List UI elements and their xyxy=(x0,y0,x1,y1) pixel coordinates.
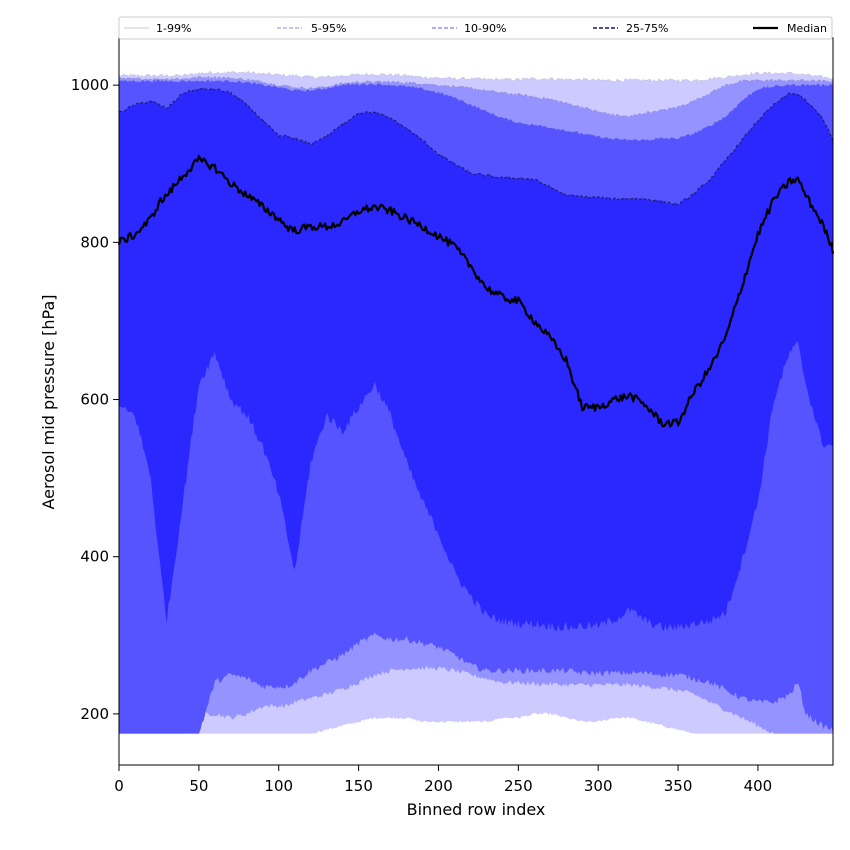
x-tick-label: 400 xyxy=(744,777,773,795)
legend-item-1-99%: 1-99% xyxy=(124,22,191,35)
band-25-75% xyxy=(119,88,833,632)
x-axis-label: Binned row index xyxy=(407,800,546,819)
x-tick-label: 350 xyxy=(664,777,693,795)
y-tick-label: 800 xyxy=(80,233,109,251)
band-upper-line-1-99% xyxy=(118,70,834,83)
legend-label: 1-99% xyxy=(156,22,191,35)
legend-item-Median: Median xyxy=(753,22,827,35)
x-tick-label: 50 xyxy=(189,777,208,795)
legend: 1-99% 5-95% 10-90% 25-75% Median xyxy=(118,16,833,40)
legend-label: Median xyxy=(787,22,827,35)
x-tick-label: 100 xyxy=(264,777,293,795)
series-bands xyxy=(118,70,834,734)
band-upper-line-10-90% xyxy=(118,79,834,142)
x-tick-label: 0 xyxy=(114,777,124,795)
y-tick-label: 400 xyxy=(80,548,109,566)
y-axis: 200 400 600 800 1000 xyxy=(71,76,119,723)
x-tick-label: 300 xyxy=(584,777,613,795)
legend-label: 10-90% xyxy=(464,22,506,35)
median-line xyxy=(117,154,835,428)
band-upper-line-5-95% xyxy=(118,75,834,118)
x-tick-label: 200 xyxy=(424,777,453,795)
y-tick-label: 200 xyxy=(80,705,109,723)
x-tick-label: 250 xyxy=(504,777,533,795)
legend-label: 5-95% xyxy=(311,22,346,35)
legend-item-25-75%: 25-75% xyxy=(593,22,668,35)
y-axis-label: Aerosol mid pressure [hPa] xyxy=(39,294,58,509)
median-layer xyxy=(117,154,835,428)
band-upper-line-25-75% xyxy=(118,87,834,206)
legend-label: 25-75% xyxy=(626,22,668,35)
x-axis: 0 50 100 150 200 250 300 350 400 xyxy=(114,765,772,795)
legend-item-10-90%: 10-90% xyxy=(432,22,506,35)
legend-item-5-95%: 5-95% xyxy=(277,22,346,35)
x-tick-label: 150 xyxy=(344,777,373,795)
y-tick-label: 1000 xyxy=(71,76,109,94)
legend-frame xyxy=(118,16,833,40)
y-tick-label: 600 xyxy=(80,391,109,409)
